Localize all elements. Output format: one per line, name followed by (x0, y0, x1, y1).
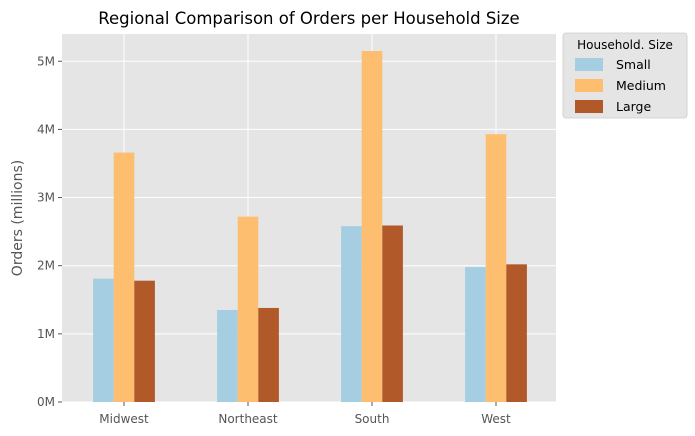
bar-large-northeast (258, 307, 279, 402)
legend-swatch-small (575, 58, 603, 71)
x-tick-label-2: South (355, 412, 390, 426)
legend: Household. Size Small Medium Large (562, 32, 688, 119)
y-axis: 0M 1M 2M 3M 4M 5M (37, 54, 62, 409)
bars (93, 51, 527, 402)
bar-medium-west (485, 134, 507, 402)
x-tick-label-1: Northeast (218, 412, 278, 426)
chart-title: Regional Comparison of Orders per Househ… (98, 9, 519, 28)
bar-large-midwest (134, 280, 155, 402)
bar-small-northeast (217, 310, 238, 402)
y-tick-label-5: 5M (37, 54, 55, 68)
bar-small-south (341, 226, 362, 402)
bar-medium-midwest (113, 152, 135, 402)
x-axis: Midwest Northeast South West (99, 402, 511, 426)
bar-large-west (506, 264, 527, 402)
y-axis-label: Orders (millions) (10, 160, 26, 276)
bar-small-west (465, 267, 486, 402)
legend-items: Small Medium Large (575, 57, 666, 114)
y-tick-label-4: 4M (37, 122, 55, 136)
y-tick-label-3: 3M (37, 191, 55, 205)
legend-swatch-large (575, 100, 603, 113)
legend-label-small: Small (616, 57, 651, 72)
x-tick-label-0: Midwest (99, 412, 149, 426)
bar-small-midwest (93, 278, 114, 402)
legend-title: Household. Size (577, 38, 673, 52)
y-tick-label-2: 2M (37, 259, 55, 273)
bar-medium-south (361, 51, 383, 402)
y-tick-label-1: 1M (37, 327, 55, 341)
bar-large-south (382, 225, 403, 402)
legend-box (562, 32, 688, 119)
legend-label-large: Large (616, 99, 651, 114)
legend-label-medium: Medium (616, 78, 666, 93)
bar-medium-northeast (237, 216, 259, 402)
y-tick-label-0: 0M (37, 395, 55, 409)
x-tick-label-3: West (481, 412, 511, 426)
legend-swatch-medium (575, 79, 603, 92)
